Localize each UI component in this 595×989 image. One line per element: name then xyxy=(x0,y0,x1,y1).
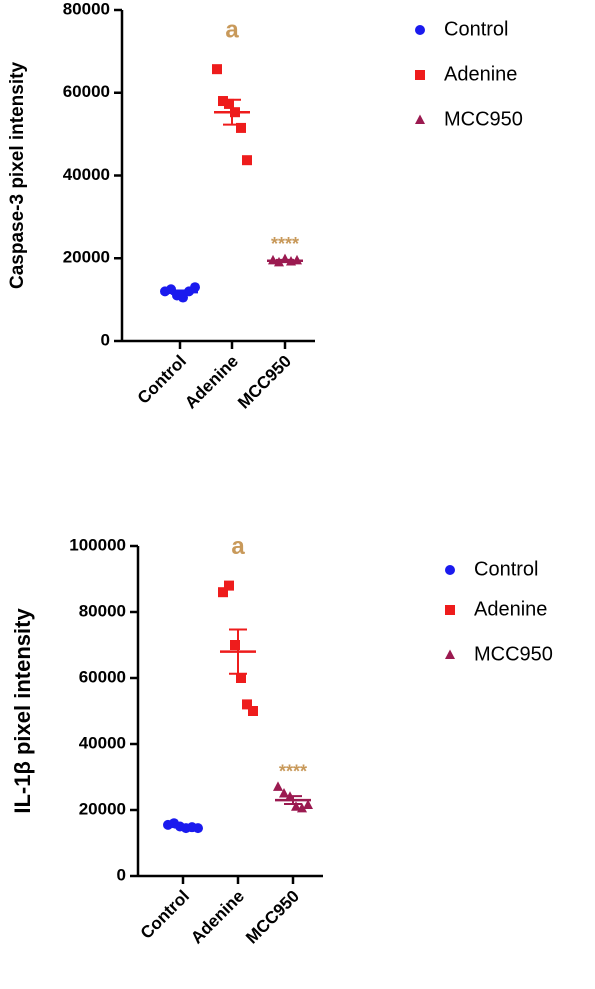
point xyxy=(248,706,258,716)
point xyxy=(224,98,234,109)
point xyxy=(212,64,222,75)
point xyxy=(242,155,252,166)
annotation: **** xyxy=(279,762,307,782)
legend-label: MCC950 xyxy=(444,108,523,130)
y-tick-label: 0 xyxy=(117,865,126,884)
point xyxy=(218,587,228,598)
y-tick-label: 60000 xyxy=(63,82,110,101)
y-tick-label: 60000 xyxy=(79,667,126,686)
point xyxy=(291,801,301,811)
y-tick-label: 40000 xyxy=(79,733,126,752)
legend-marker xyxy=(415,25,425,35)
legend-marker xyxy=(415,70,425,80)
legend-label: Control xyxy=(474,558,538,580)
legend-marker xyxy=(445,565,455,575)
x-tick-label: MCC950 xyxy=(242,887,303,948)
legend-label: Adenine xyxy=(474,598,547,620)
legend-label: MCC950 xyxy=(474,643,553,665)
point xyxy=(297,802,307,813)
point xyxy=(273,781,283,791)
point xyxy=(242,699,252,710)
annotation: **** xyxy=(271,234,299,254)
point xyxy=(178,292,188,303)
point xyxy=(236,673,246,683)
y-tick-label: 40000 xyxy=(63,165,110,184)
annotation: a xyxy=(231,533,245,560)
legend-marker xyxy=(445,649,455,659)
legend-marker xyxy=(415,114,425,124)
legend-label: Adenine xyxy=(444,63,517,85)
x-tick-label: MCC950 xyxy=(234,352,295,413)
annotation: a xyxy=(225,17,239,44)
x-tick-label: Control xyxy=(137,887,193,943)
point xyxy=(236,122,246,133)
y-axis-title: Caspase-3 pixel intensity xyxy=(7,62,28,289)
legend-label: Control xyxy=(444,18,508,40)
y-tick-label: 80000 xyxy=(63,0,110,18)
y-tick-label: 20000 xyxy=(79,799,126,818)
legend-marker xyxy=(445,605,455,615)
x-tick-label: Adenine xyxy=(187,887,248,948)
y-tick-label: 20000 xyxy=(63,248,110,267)
y-tick-label: 80000 xyxy=(79,601,126,620)
point xyxy=(230,640,240,650)
y-tick-label: 100000 xyxy=(69,535,126,554)
y-tick-label: 0 xyxy=(101,330,110,349)
point xyxy=(218,96,228,107)
point xyxy=(224,580,234,591)
point xyxy=(193,823,203,834)
point xyxy=(303,799,313,810)
y-axis-title: IL-1β pixel intensity xyxy=(10,608,35,814)
point xyxy=(190,282,200,293)
point xyxy=(279,788,289,798)
x-tick-label: Adenine xyxy=(181,352,242,413)
